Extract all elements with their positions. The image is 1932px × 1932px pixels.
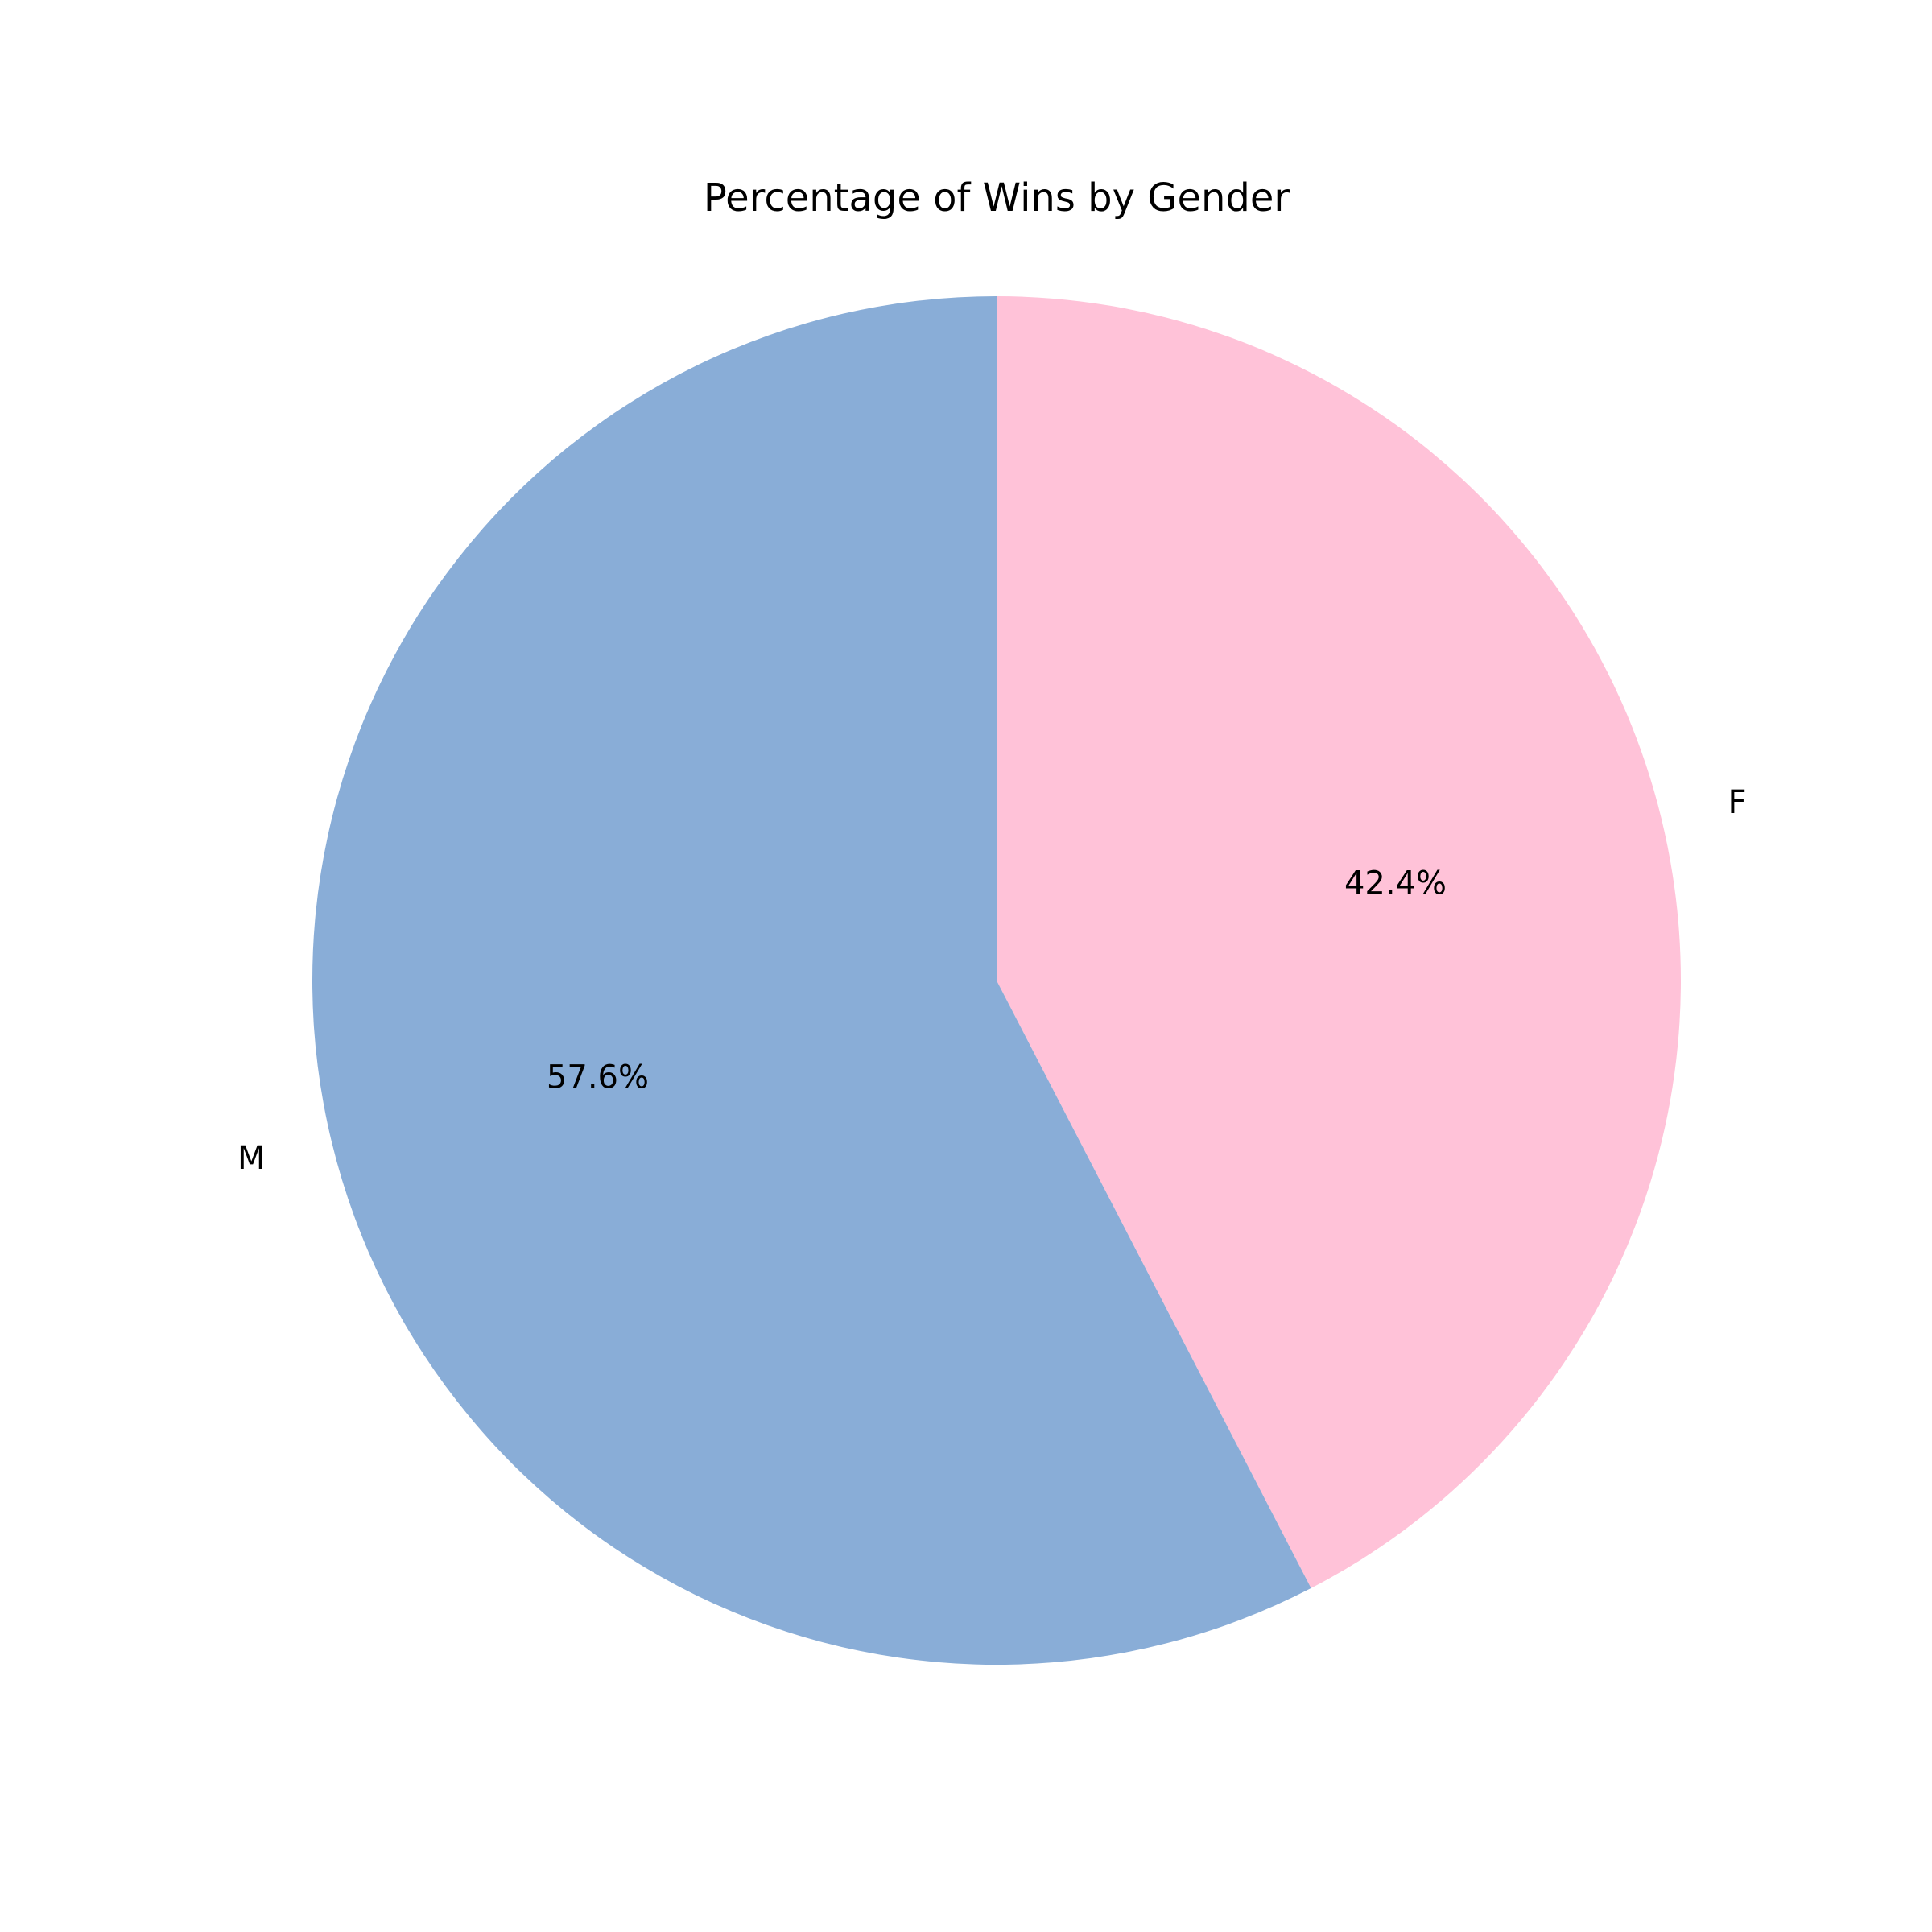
pie-pct-label-f: 42.4% <box>1344 865 1447 902</box>
pie-slice-m <box>312 296 1311 1665</box>
pie-labels: 42.4% F 57.6% M <box>237 784 1746 1177</box>
pie-slices <box>312 296 1681 1665</box>
chart-title: Percentage of Wins by Gender <box>704 175 1290 221</box>
pie-slice-f <box>997 296 1681 1588</box>
pie-category-label-m: M <box>237 1140 266 1177</box>
pie-category-label-f: F <box>1728 784 1746 821</box>
pie-pct-label-m: 57.6% <box>547 1059 649 1096</box>
